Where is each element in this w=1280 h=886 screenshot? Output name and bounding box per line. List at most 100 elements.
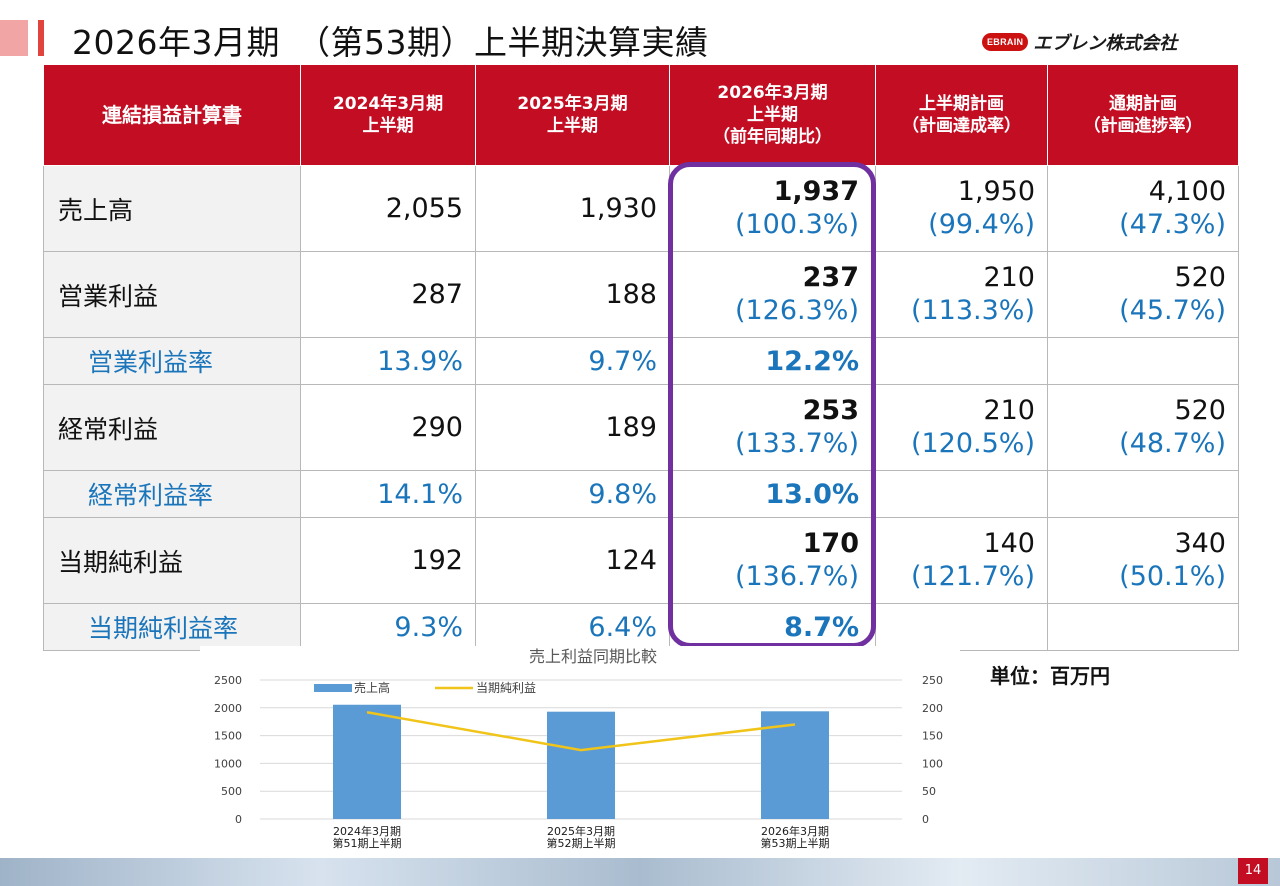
value-fy2024: 9.3% xyxy=(300,603,476,651)
value-plan-h1 xyxy=(875,470,1048,518)
plan-h1-rate: (120.5%) xyxy=(910,427,1035,459)
y-right-tick-label: 0 xyxy=(922,813,929,826)
footer-band xyxy=(0,858,1280,886)
header-label: 2025年3月期 上半期 xyxy=(517,93,628,136)
page-number: 14 xyxy=(1238,858,1268,884)
value-plan-h1 xyxy=(875,337,1048,385)
value-plan-h1: 210 (113.3%) xyxy=(875,251,1048,338)
header-label: 2024年3月期 上半期 xyxy=(332,93,444,136)
value-plan-full: 520 (48.7%) xyxy=(1047,384,1239,471)
value-fy2025: 124 xyxy=(475,517,670,604)
value-fy2024: 290 xyxy=(300,384,476,471)
header-fy2026: 2026年3月期 上半期 （前年同期比） xyxy=(669,64,876,166)
value-fy2024: 2,055 xyxy=(300,165,476,252)
plan-h1-rate: (113.3%) xyxy=(910,294,1035,326)
fy2026-yoy: (100.3%) xyxy=(734,208,859,240)
plan-full-value: 520 xyxy=(1174,395,1226,427)
plan-h1-value: 210 xyxy=(983,395,1035,427)
fy2026-value: 170 xyxy=(802,528,859,560)
table-row: 営業利益率 13.9% 9.7% 12.2% xyxy=(43,337,1239,385)
x-tick-label: 2024年3月期 xyxy=(333,824,401,838)
x-tick-label: 第51期上半期 xyxy=(333,836,402,850)
fy2026-value: 237 xyxy=(802,262,859,294)
value-plan-h1: 1,950 (99.4%) xyxy=(875,165,1048,252)
y-right-tick-label: 200 xyxy=(922,702,943,715)
y-right-tick-label: 150 xyxy=(922,730,943,743)
bar-sales xyxy=(761,711,829,819)
value-fy2024: 287 xyxy=(300,251,476,338)
value-plan-full xyxy=(1047,470,1239,518)
y-left-tick-label: 0 xyxy=(235,813,242,826)
table-row: 当期純利益 192 124 170 (136.7%) 140 (121.7%) 34… xyxy=(43,517,1239,604)
y-right-tick-label: 100 xyxy=(922,757,943,770)
table-row: 当期純利益率 9.3% 6.4% 8.7% xyxy=(43,603,1239,651)
y-left-tick-label: 1500 xyxy=(214,730,242,743)
y-left-tick-label: 2500 xyxy=(214,674,242,687)
x-tick-label: 第52期上半期 xyxy=(547,836,616,850)
value-plan-h1 xyxy=(875,603,1048,651)
header-label: 連結損益計算書 xyxy=(102,103,242,127)
line-net-income xyxy=(366,711,796,752)
value-fy2025: 6.4% xyxy=(475,603,670,651)
fy2026-value: 253 xyxy=(802,395,859,427)
value-fy2025: 1,930 xyxy=(475,165,670,252)
fy2026-yoy: (136.7%) xyxy=(734,560,859,592)
plan-full-value: 520 xyxy=(1174,262,1226,294)
x-tick-label: 2025年3月期 xyxy=(547,824,615,838)
value-fy2025: 9.7% xyxy=(475,337,670,385)
value-plan-full: 520 (45.7%) xyxy=(1047,251,1239,338)
plan-full-rate: (50.1%) xyxy=(1119,560,1226,592)
header-plan-full: 通期計画 （計画進捗率） xyxy=(1047,64,1239,166)
chart-title: 売上利益同期比較 xyxy=(529,647,657,666)
unit-label: 単位：百万円 xyxy=(990,664,1110,688)
table-row: 経常利益 290 189 253 (133.7%) 210 (120.5%) 520… xyxy=(43,384,1239,471)
title-accent-bar xyxy=(0,20,28,56)
table-row: 経常利益率 14.1% 9.8% 13.0% xyxy=(43,470,1239,518)
bar-sales xyxy=(333,704,401,819)
value-plan-full: 4,100 (47.3%) xyxy=(1047,165,1239,252)
legend-label-net-income: 当期純利益 xyxy=(476,681,536,695)
fy2026-yoy: (133.7%) xyxy=(734,427,859,459)
row-label: 当期純利益率 xyxy=(43,603,301,651)
value-fy2024: 13.9% xyxy=(300,337,476,385)
plan-h1-value: 140 xyxy=(983,528,1035,560)
table-row: 売上高 2,055 1,930 1,937 (100.3%) 1,950 (99.4… xyxy=(43,165,1239,252)
value-fy2026: 170 (136.7%) xyxy=(669,517,876,604)
fy2026-value: 1,937 xyxy=(773,176,859,208)
company-logo: EBRAIN エブレン株式会社 xyxy=(982,28,1177,56)
legend-label-sales: 売上高 xyxy=(354,680,390,695)
header-fy2024: 2024年3月期 上半期 xyxy=(300,64,476,166)
value-fy2026: 13.0% xyxy=(669,470,876,518)
plan-h1-value: 210 xyxy=(983,262,1035,294)
value-fy2026: 253 (133.7%) xyxy=(669,384,876,471)
page-title: 2026年3月期 （第53期）上半期決算実績 xyxy=(72,23,709,62)
row-label: 売上高 xyxy=(43,165,301,252)
value-fy2026: 8.7% xyxy=(669,603,876,651)
row-label: 営業利益率 xyxy=(43,337,301,385)
row-label: 当期純利益 xyxy=(43,517,301,604)
header-label: 2026年3月期 上半期 （前年同期比） xyxy=(713,82,832,148)
row-label: 経常利益率 xyxy=(43,470,301,518)
y-right-tick-label: 250 xyxy=(922,674,943,687)
value-plan-h1: 210 (120.5%) xyxy=(875,384,1048,471)
value-plan-full: 340 (50.1%) xyxy=(1047,517,1239,604)
plan-full-rate: (48.7%) xyxy=(1119,427,1226,459)
value-fy2025: 188 xyxy=(475,251,670,338)
row-label: 経常利益 xyxy=(43,384,301,471)
y-left-tick-label: 2000 xyxy=(214,702,242,715)
table-row: 営業利益 287 188 237 (126.3%) 210 (113.3%) 520… xyxy=(43,251,1239,338)
x-tick-label: 2026年3月期 xyxy=(761,824,829,838)
chart-svg: 売上利益同期比較 0 500 1000 1500 2000 2500 0 50 100 150 200… xyxy=(214,647,943,850)
plan-full-rate: (47.3%) xyxy=(1119,208,1226,240)
title-accent-line xyxy=(38,20,44,56)
y-right-tick-label: 50 xyxy=(922,785,936,798)
plan-full-value: 340 xyxy=(1174,528,1226,560)
value-fy2024: 192 xyxy=(300,517,476,604)
value-plan-h1: 140 (121.7%) xyxy=(875,517,1048,604)
y-left-tick-label: 500 xyxy=(221,785,242,798)
value-fy2024: 14.1% xyxy=(300,470,476,518)
value-plan-full xyxy=(1047,337,1239,385)
income-statement-table: 連結損益計算書 2024年3月期 上半期 2025年3月期 上半期 2026年3月期… xyxy=(43,64,1239,651)
logo-text: エブレン株式会社 xyxy=(1033,33,1178,54)
header-fy2025: 2025年3月期 上半期 xyxy=(475,64,670,166)
